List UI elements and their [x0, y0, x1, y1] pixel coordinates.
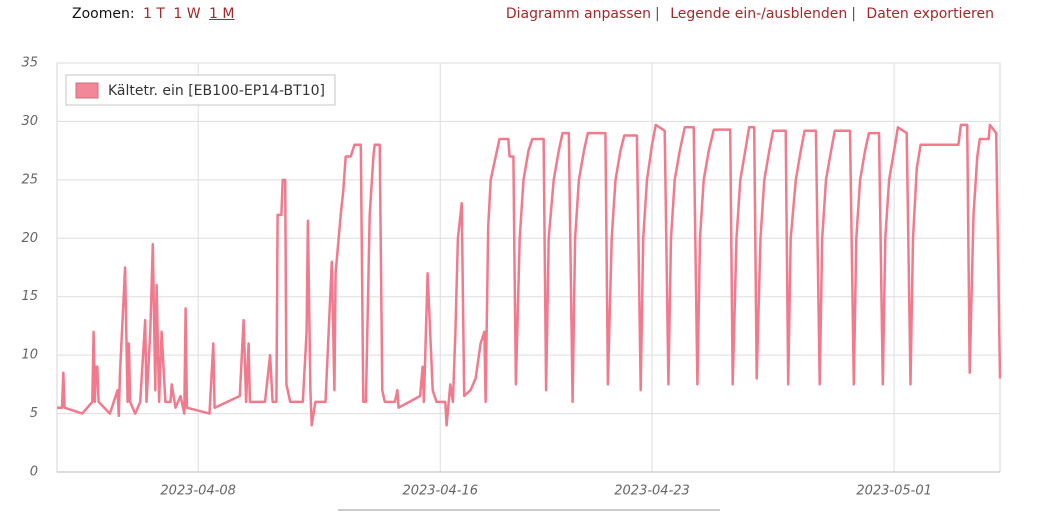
- y-tick-label: 35: [21, 56, 38, 71]
- action-link[interactable]: Daten exportieren: [866, 6, 994, 22]
- legend-label: Kältetr. ein [EB100-EP14-BT10]: [108, 83, 325, 99]
- data-line: [57, 123, 1002, 427]
- action-group: Diagramm anpassen | Legende ein-/ausblend…: [506, 6, 994, 22]
- legend-swatch: [75, 82, 99, 99]
- y-tick-label: 20: [21, 231, 38, 246]
- x-tick-label: 2023-05-01: [856, 484, 932, 499]
- toolbar: Zoomen: 1 T 1 W 1 M Diagramm anpassen | L…: [0, 0, 1040, 30]
- action-link[interactable]: Diagramm anpassen: [505, 6, 652, 22]
- x-tick-label: 2023-04-16: [402, 484, 478, 499]
- action-link[interactable]: Legende ein-/ausblenden: [670, 6, 848, 22]
- y-tick-label: 15: [21, 289, 38, 304]
- zoom-option[interactable]: 1 W: [173, 6, 201, 22]
- y-tick-label: 30: [21, 114, 38, 129]
- y-tick-label: 10: [21, 348, 38, 363]
- zoom-option[interactable]: 1 M: [209, 6, 235, 22]
- separator: |: [655, 6, 660, 22]
- x-tick-label: 2023-04-08: [160, 484, 236, 499]
- zoom-group: Zoomen: 1 T 1 W 1 M: [72, 6, 234, 22]
- x-tick-label: 2023-04-23: [614, 484, 690, 499]
- legend: Kältetr. ein [EB100-EP14-BT10]: [65, 74, 336, 106]
- y-tick-label: 5: [30, 406, 38, 421]
- y-tick-label: 0: [30, 465, 38, 480]
- zoom-option[interactable]: 1 T: [143, 6, 165, 22]
- separator: |: [851, 6, 856, 22]
- zoom-label: Zoomen:: [72, 6, 135, 22]
- y-tick-label: 25: [21, 172, 38, 187]
- legend-box: [65, 74, 336, 106]
